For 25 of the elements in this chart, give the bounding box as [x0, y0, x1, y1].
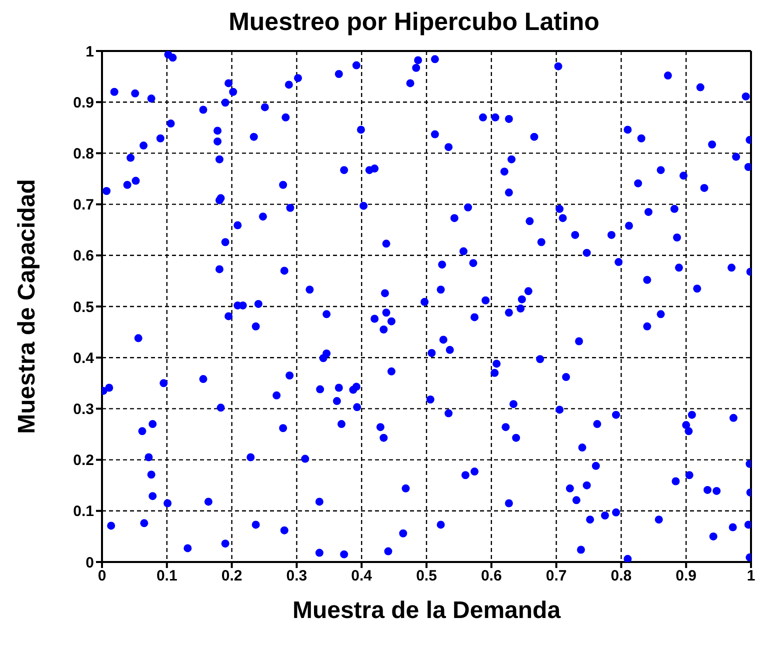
y-tick-label: 0.4 — [73, 350, 95, 367]
y-tick-label: 0.5 — [73, 298, 94, 316]
x-tick-label: 0.5 — [416, 568, 437, 585]
y-axis-title: Muestra de Capacidad — [14, 179, 41, 434]
y-tick-label: 0.1 — [73, 503, 94, 520]
y-tick-label: 0 — [86, 554, 94, 572]
y-tick-label: 1 — [86, 43, 94, 60]
x-tick-label: 0.9 — [676, 568, 697, 585]
x-tick-label: 0.4 — [351, 568, 373, 585]
x-tick-label: 0.1 — [156, 568, 178, 585]
y-tick-label: 0.7 — [73, 196, 94, 214]
x-axis-title: Muestra de la Demanda — [292, 597, 562, 624]
y-tick-label: 0.8 — [73, 146, 94, 163]
y-tick-label: 0.9 — [73, 94, 94, 112]
x-tick-label: 0.2 — [221, 568, 242, 585]
y-tick-label: 0.3 — [73, 401, 94, 418]
x-tick-label: 0.6 — [480, 568, 502, 585]
x-tick-label: 1 — [746, 568, 756, 585]
y-tick-label: 0.6 — [73, 248, 94, 265]
x-tick-label: 0 — [98, 568, 106, 585]
x-tick-label: 0.8 — [610, 568, 632, 585]
y-tick-label: 0.2 — [73, 452, 94, 470]
x-tick-label: 0.7 — [546, 568, 567, 585]
chart-title: Muestreo por Hipercubo Latino — [228, 8, 600, 38]
x-tick-label: 0.3 — [286, 568, 308, 585]
